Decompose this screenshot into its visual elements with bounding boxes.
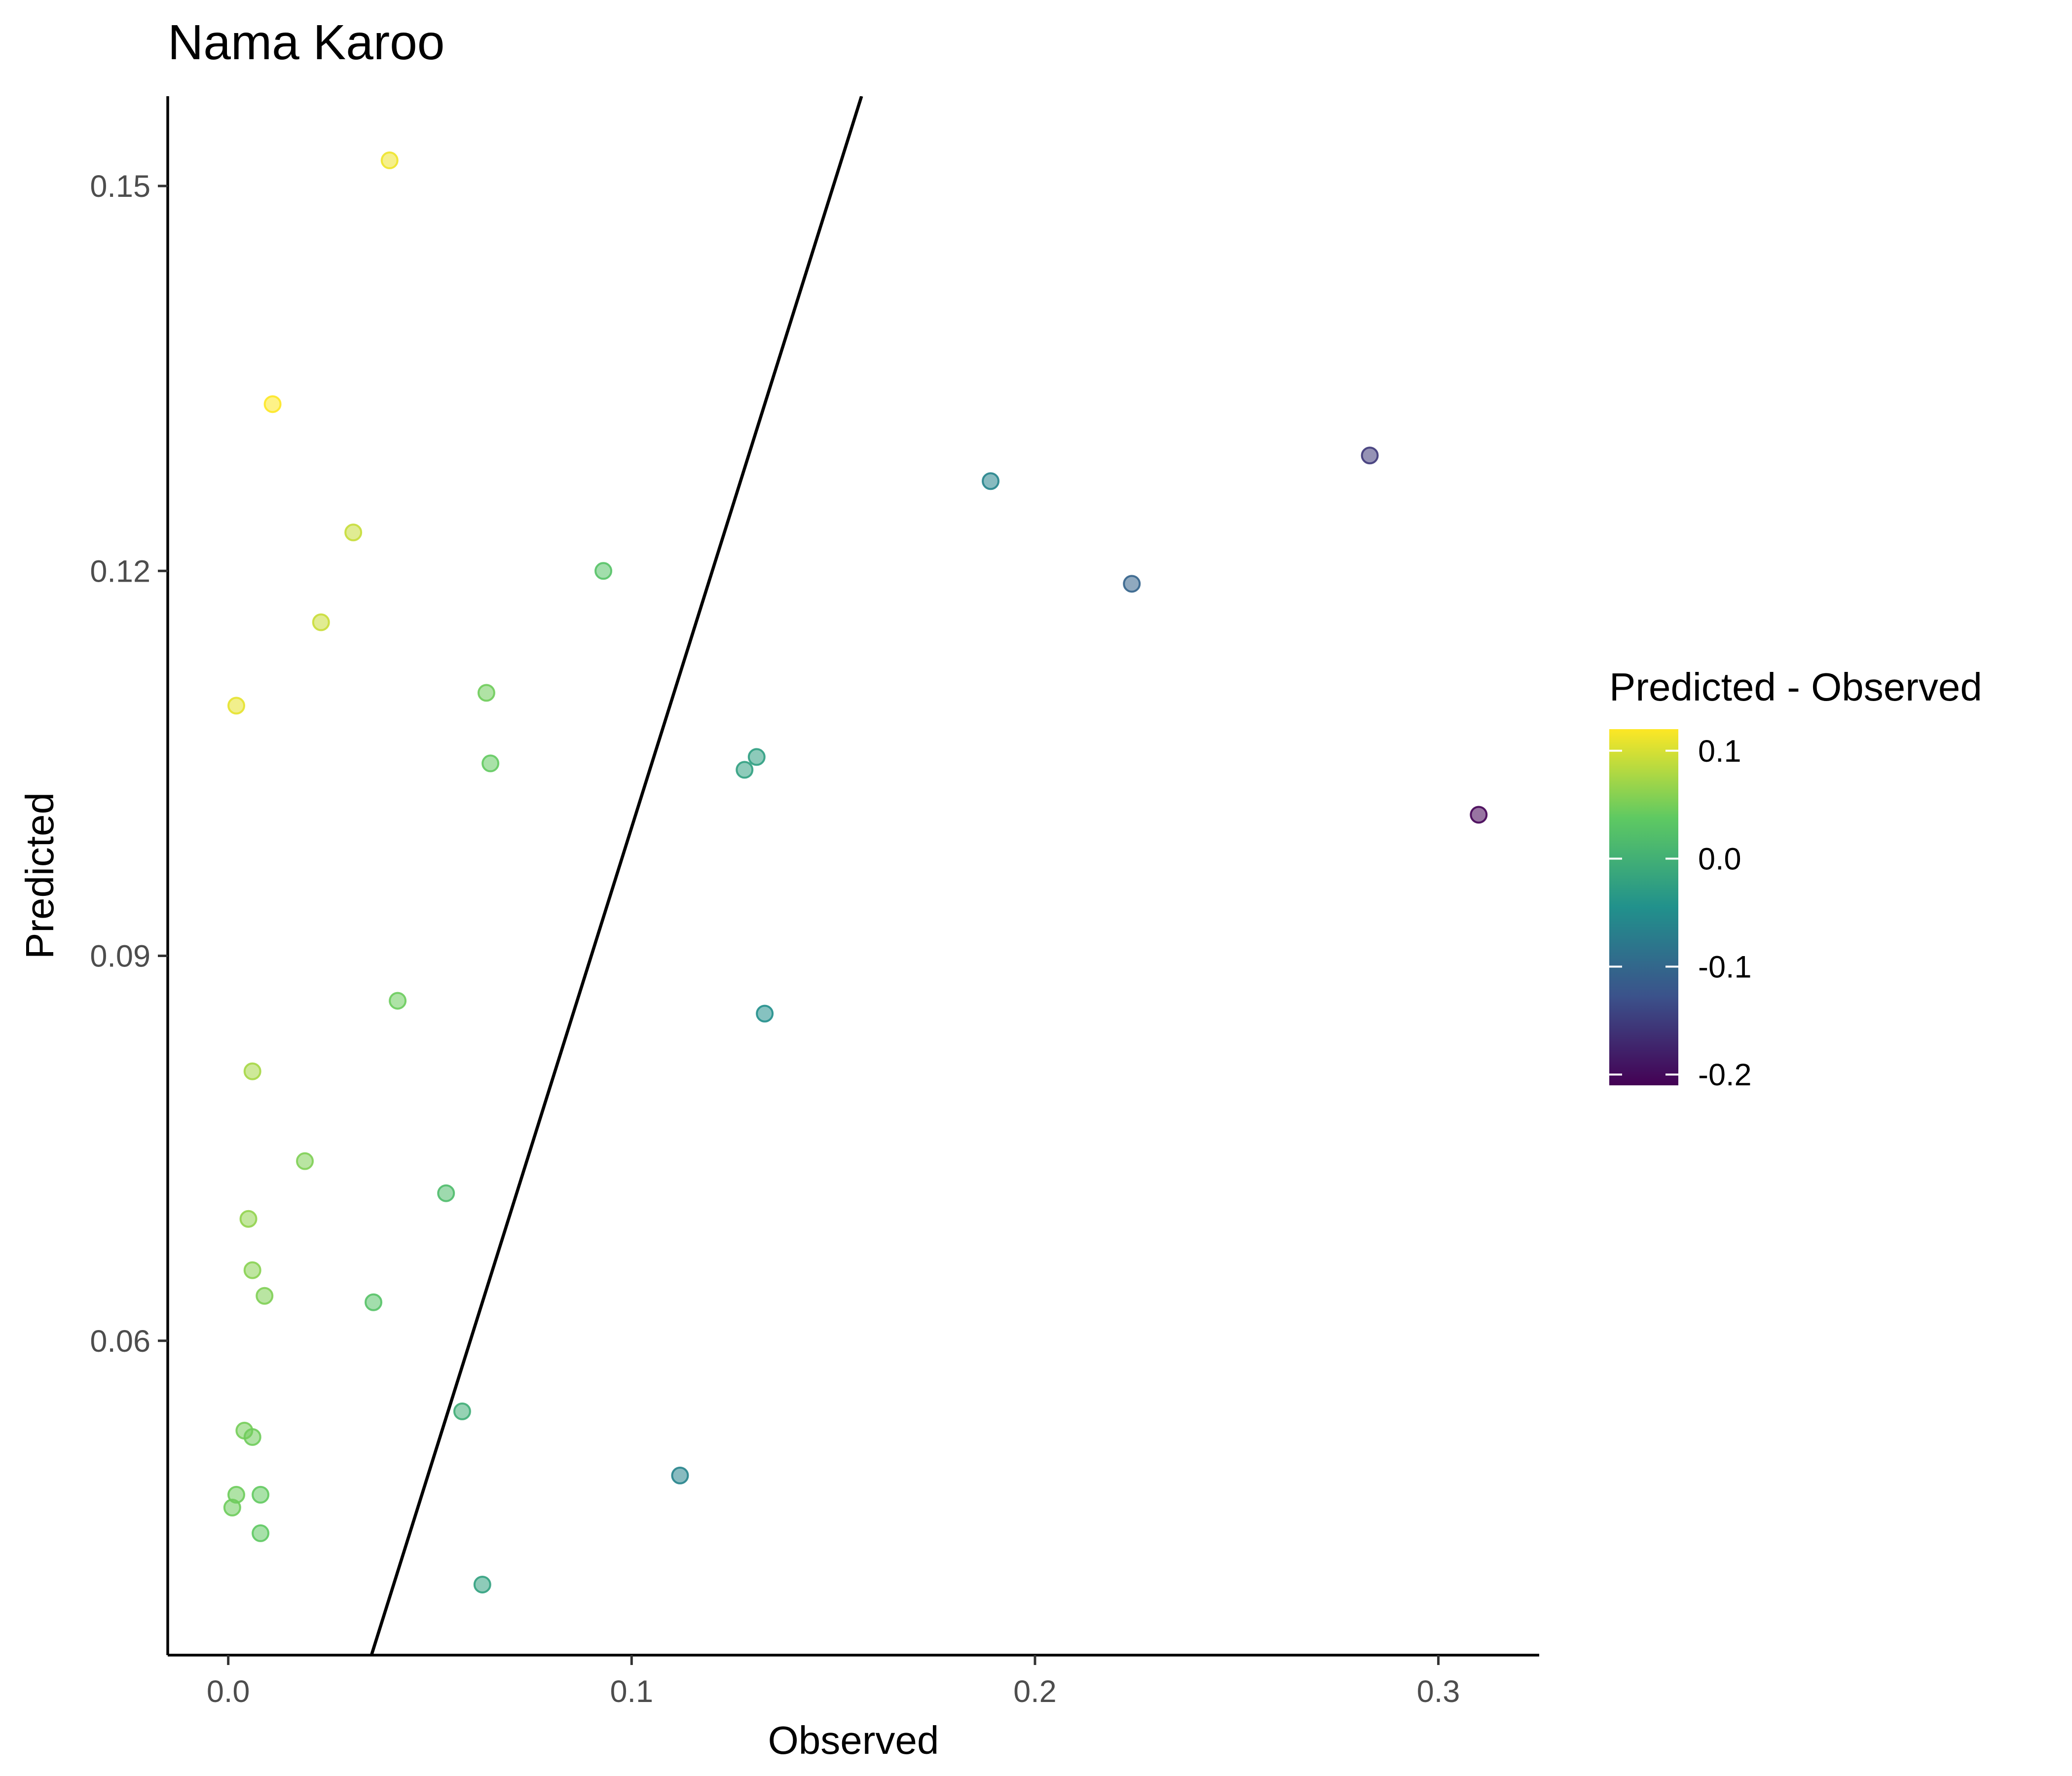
- data-point: [453, 1402, 471, 1420]
- x-tick-label: 0.1: [610, 1674, 653, 1709]
- reference-line-layer: [370, 96, 863, 1655]
- data-point: [252, 1524, 270, 1542]
- y-tick-label: 0.12: [90, 554, 150, 589]
- data-point: [747, 748, 766, 766]
- y-axis-label: Predicted: [18, 792, 62, 959]
- data-point: [312, 613, 330, 631]
- color-legend: Predicted - Observed 0.1 0.0 -0.1 -0.2: [1609, 665, 1982, 1092]
- x-axis-label: Observed: [768, 1718, 939, 1762]
- data-point: [1361, 446, 1379, 465]
- data-point: [256, 1287, 274, 1305]
- data-point: [671, 1466, 689, 1484]
- x-axis-ticks: 0.0 0.1 0.2 0.3: [207, 1655, 1460, 1709]
- legend-tick-label: -0.2: [1698, 1058, 1752, 1092]
- x-tick-label: 0.3: [1417, 1674, 1460, 1709]
- data-point: [296, 1152, 314, 1170]
- y-tick-label: 0.06: [90, 1324, 150, 1359]
- data-point: [736, 761, 754, 779]
- data-point: [243, 1062, 261, 1080]
- data-point: [239, 1210, 258, 1228]
- legend-ticks: 0.1 0.0 -0.1 -0.2: [1609, 734, 1752, 1092]
- legend-title: Predicted - Observed: [1609, 665, 1982, 709]
- data-point: [380, 151, 399, 170]
- data-point: [365, 1293, 382, 1311]
- y-axis-ticks: 0.06 0.09 0.12 0.15: [90, 169, 168, 1359]
- data-point: [437, 1184, 455, 1202]
- data-point: [263, 395, 282, 413]
- data-point: [252, 1485, 270, 1504]
- legend-colorbar: [1609, 729, 1678, 1085]
- identity-line: [370, 96, 863, 1655]
- data-point: [344, 523, 363, 542]
- points-layer: [223, 151, 1488, 1593]
- data-point: [473, 1575, 491, 1593]
- data-point: [389, 992, 407, 1010]
- legend-tick-label: 0.0: [1698, 842, 1741, 877]
- data-point: [243, 1261, 261, 1279]
- legend-tick-label: -0.1: [1698, 950, 1752, 984]
- data-point: [481, 754, 500, 773]
- x-tick-label: 0.0: [207, 1674, 250, 1709]
- x-tick-label: 0.2: [1013, 1674, 1057, 1709]
- y-tick-label: 0.09: [90, 939, 150, 974]
- data-point: [223, 1498, 241, 1517]
- legend-tick-label: 0.1: [1698, 734, 1741, 769]
- data-point: [1470, 806, 1488, 824]
- y-tick-label: 0.15: [90, 169, 150, 204]
- data-point: [1123, 575, 1141, 593]
- data-point: [243, 1428, 261, 1446]
- data-point: [477, 684, 495, 702]
- data-point: [756, 1004, 774, 1023]
- chart-title: Nama Karoo: [168, 15, 444, 70]
- data-point: [594, 562, 613, 580]
- data-point: [982, 472, 999, 490]
- data-point: [227, 697, 245, 715]
